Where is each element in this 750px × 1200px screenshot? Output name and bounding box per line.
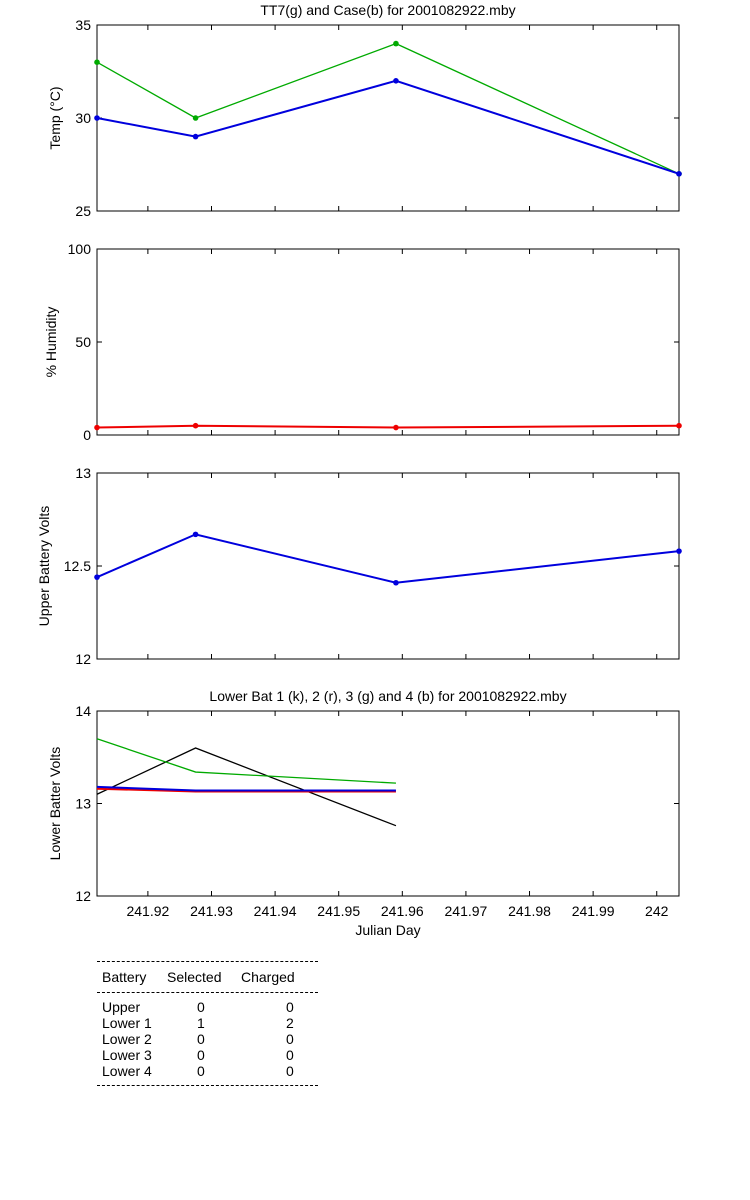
- y-tick-label: 13: [75, 796, 91, 812]
- data-point: [94, 115, 100, 121]
- y-tick-label: 14: [75, 703, 91, 719]
- figure: 25 30 35 TT7(g) and Case(b) for 2001082922.…: [36, 2, 682, 938]
- table-row: Lower 1 1 2: [97, 1015, 318, 1031]
- data-point: [94, 424, 100, 431]
- charged-value: 2: [286, 1015, 294, 1031]
- data-point: [94, 574, 100, 580]
- battery-name: Lower 4: [102, 1063, 152, 1079]
- table-row: Upper 0 0: [97, 999, 318, 1015]
- x-tick-label: 241.98: [508, 903, 551, 919]
- y-axis-label: Lower Batter Volts: [47, 747, 63, 861]
- x-tick-label: 242: [645, 903, 669, 919]
- chart-title: TT7(g) and Case(b) for 2001082922.mby: [260, 2, 515, 18]
- y-tick-label: 100: [68, 241, 92, 257]
- header-selected: Selected: [167, 969, 222, 985]
- charged-value: 0: [286, 999, 294, 1015]
- x-tick-label: 241.95: [317, 903, 360, 919]
- y-tick-label: 25: [75, 203, 91, 219]
- table-header-row: Battery Selected Charged: [97, 962, 318, 992]
- y-tick-label: 35: [75, 17, 91, 33]
- battery-name: Lower 1: [102, 1015, 152, 1031]
- x-tick-label: 241.97: [445, 903, 488, 919]
- selected-value: 1: [197, 1015, 205, 1031]
- plot-frame: [96, 472, 680, 660]
- data-point: [94, 59, 100, 65]
- data-point: [393, 40, 399, 47]
- table-bottom-rule: [97, 1085, 318, 1086]
- data-point: [192, 133, 199, 140]
- y-tick-label: 50: [75, 334, 91, 350]
- y-tick-label: 0: [83, 427, 91, 443]
- selected-value: 0: [197, 1031, 205, 1047]
- data-point: [192, 531, 199, 538]
- x-tick-label: 241.92: [126, 903, 169, 919]
- table-row: Lower 4 0 0: [97, 1063, 318, 1079]
- table-row: Lower 2 0 0: [97, 1031, 318, 1047]
- series-line: [96, 533, 680, 584]
- y-tick-label: 12.5: [64, 558, 91, 574]
- series-line: [96, 785, 396, 792]
- x-axis-label: Julian Day: [355, 922, 420, 938]
- battery-status-table: Battery Selected Charged Upper 0 0 Lower…: [97, 961, 318, 1086]
- data-point: [676, 548, 682, 554]
- table-row: Lower 3 0 0: [97, 1047, 318, 1063]
- header-battery: Battery: [102, 969, 147, 985]
- battery-name: Lower 2: [102, 1031, 152, 1047]
- selected-value: 0: [197, 1047, 205, 1063]
- y-axis-label: Temp (°C): [47, 86, 63, 149]
- plot-frame: [96, 24, 680, 212]
- x-tick-label: 241.96: [381, 903, 424, 919]
- series-line: [96, 424, 680, 429]
- y-tick-label: 13: [75, 465, 91, 481]
- table-header-rule: [97, 992, 318, 993]
- charged-value: 0: [286, 1031, 294, 1047]
- series-line: [96, 42, 680, 175]
- series-line: [96, 79, 680, 175]
- data-point: [676, 422, 682, 429]
- y-axis-label: % Humidity: [43, 307, 59, 378]
- x-tick-label: 241.94: [254, 903, 297, 919]
- charged-value: 0: [286, 1047, 294, 1063]
- plot-frame: [96, 710, 680, 897]
- x-tick-label: 241.93: [190, 903, 233, 919]
- header-charged: Charged: [241, 969, 295, 985]
- battery-name: Upper: [102, 999, 141, 1015]
- y-tick-label: 12: [75, 888, 91, 904]
- data-point: [192, 115, 199, 121]
- data-point: [676, 171, 682, 177]
- charged-value: 0: [286, 1063, 294, 1079]
- battery-name: Lower 3: [102, 1047, 152, 1063]
- series-line: [96, 738, 396, 784]
- plot-frame: [96, 248, 680, 436]
- x-tick-label: 241.99: [572, 903, 615, 919]
- data-point: [393, 78, 399, 84]
- y-tick-label: 30: [75, 110, 91, 126]
- chart-title: Lower Bat 1 (k), 2 (r), 3 (g) and 4 (b) …: [209, 688, 566, 704]
- y-tick-label: 12: [75, 651, 91, 667]
- y-axis-label: Upper Battery Volts: [36, 506, 52, 627]
- data-point: [192, 422, 199, 429]
- selected-value: 0: [197, 999, 205, 1015]
- data-point: [393, 579, 399, 586]
- data-point: [393, 424, 399, 431]
- table-top-rule: [97, 961, 318, 962]
- series-line: [96, 747, 397, 827]
- selected-value: 0: [197, 1063, 205, 1079]
